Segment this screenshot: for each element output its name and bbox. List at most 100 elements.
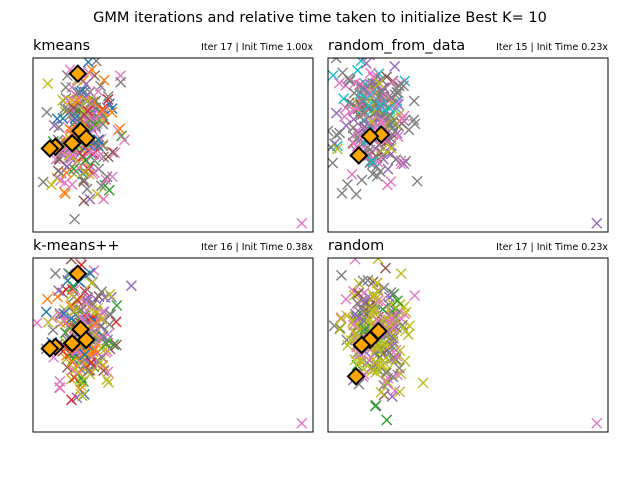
data-point: [90, 58, 102, 67]
cluster-center-marker: [349, 146, 369, 165]
data-point: [52, 285, 64, 297]
subplot-title: k-means++: [33, 238, 120, 254]
data-point: [380, 367, 392, 379]
data-point: [331, 143, 343, 155]
data-point: [53, 382, 65, 394]
plot-area: [328, 258, 603, 429]
data-point: [66, 356, 78, 368]
plot-area: [328, 58, 603, 229]
data-point: [386, 298, 398, 310]
data-point: [89, 317, 101, 329]
subplot-3: k-means++ Iter 16 | Init Time 0.38x: [32, 238, 314, 433]
data-point: [41, 293, 53, 305]
data-point: [105, 309, 117, 321]
data-point: [353, 311, 365, 323]
data-point: [417, 377, 429, 389]
data-point: [66, 394, 77, 406]
data-point: [96, 105, 108, 117]
data-point: [106, 106, 118, 118]
data-point: [328, 157, 339, 169]
data-point: [59, 188, 71, 200]
plot-area: [33, 258, 308, 429]
data-point: [369, 78, 381, 90]
cluster-center-marker: [62, 333, 82, 353]
data-point: [40, 306, 52, 318]
data-point: [85, 145, 97, 157]
data-point: [335, 312, 347, 324]
data-point: [368, 303, 380, 315]
subplot-subtitle: Iter 15 | Init Time 0.23x: [496, 42, 608, 53]
data-point: [76, 390, 88, 402]
data-point: [103, 319, 115, 331]
data-point: [377, 98, 389, 110]
data-point: [102, 90, 114, 102]
data-point: [397, 80, 409, 92]
data-point: [382, 163, 394, 175]
data-point: [391, 295, 403, 307]
data-point: [37, 176, 49, 188]
data-point: [62, 94, 74, 106]
data-point: [78, 166, 90, 178]
data-point: [67, 102, 79, 114]
data-point: [363, 354, 375, 366]
data-point: [87, 346, 99, 358]
data-point: [54, 308, 66, 320]
outlier-point: [591, 417, 603, 429]
data-point: [400, 306, 412, 318]
data-point: [331, 129, 343, 141]
data-point: [81, 183, 93, 195]
data-point: [346, 168, 358, 180]
data-point: [379, 357, 391, 369]
data-point: [358, 83, 370, 95]
data-point: [102, 334, 114, 346]
data-point: [386, 390, 398, 402]
data-point: [114, 123, 126, 135]
data-point: [85, 356, 97, 368]
cluster-center-marker: [352, 335, 372, 355]
data-point: [342, 73, 354, 85]
data-point: [381, 414, 393, 426]
data-point: [33, 317, 43, 329]
data-point: [97, 140, 109, 152]
data-point: [342, 339, 354, 351]
data-point: [411, 175, 423, 187]
data-point: [96, 313, 108, 325]
data-point: [383, 346, 395, 358]
data-point: [378, 282, 390, 294]
data-point: [98, 193, 110, 205]
outlier-point: [591, 217, 603, 229]
data-point: [95, 286, 107, 298]
data-point: [391, 83, 403, 95]
data-point: [91, 188, 103, 200]
data-point: [55, 309, 67, 321]
data-point: [68, 305, 80, 317]
cluster-center-marker: [371, 125, 391, 144]
data-point: [384, 291, 395, 303]
data-point: [367, 156, 379, 168]
data-point: [384, 102, 396, 114]
data-point: [352, 64, 364, 76]
data-point: [58, 308, 70, 320]
data-point: [46, 179, 58, 191]
data-point: [48, 119, 60, 131]
subplot-subtitle: Iter 17 | Init Time 1.00x: [201, 42, 313, 53]
data-point: [375, 386, 387, 398]
data-point: [82, 291, 94, 303]
data-point: [67, 353, 79, 365]
data-point: [57, 94, 69, 106]
data-point: [372, 295, 384, 307]
data-point: [357, 275, 369, 287]
subplot-title: kmeans: [33, 38, 90, 54]
data-point: [333, 77, 345, 89]
data-point: [334, 322, 346, 334]
data-point: [350, 188, 362, 200]
data-point: [101, 373, 113, 385]
data-point: [84, 368, 96, 380]
data-point: [369, 400, 381, 412]
data-point: [384, 317, 396, 329]
data-point: [347, 319, 359, 331]
data-point: [391, 350, 403, 362]
data-point: [341, 310, 353, 322]
data-point: [389, 60, 401, 72]
